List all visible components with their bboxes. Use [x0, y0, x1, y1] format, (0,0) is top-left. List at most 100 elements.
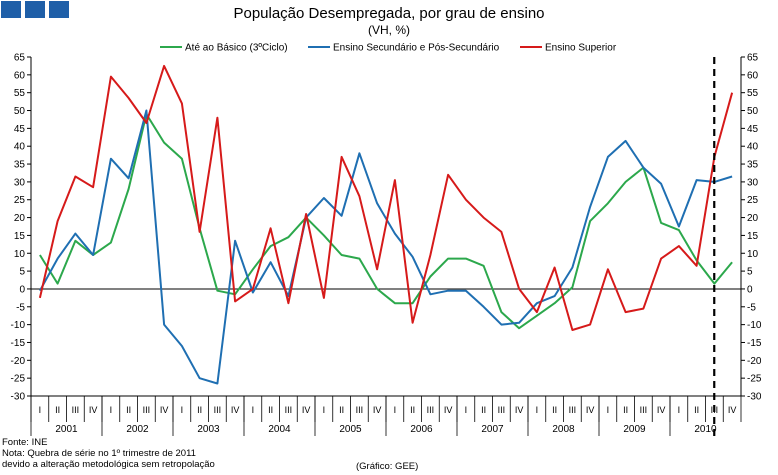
y-tick-label-left: 35 — [14, 160, 26, 171]
y-tick-label-right: 25 — [747, 195, 759, 206]
y-tick-label-right: 60 — [747, 70, 759, 81]
y-tick-label-right: 40 — [747, 142, 759, 153]
brand-block-3 — [49, 1, 69, 18]
y-tick-label-left: 50 — [14, 106, 26, 117]
break-note-line1: Nota: Quebra de série no 1º trimestre de… — [2, 448, 196, 459]
x-quarter-label: III — [143, 405, 151, 415]
x-quarter-label: II — [552, 405, 557, 415]
y-tick-label-right: 0 — [747, 284, 753, 295]
y-tick-label-left: 55 — [14, 88, 26, 99]
x-quarter-label: IV — [728, 405, 737, 415]
y-tick-label-right: -20 — [747, 356, 762, 367]
x-quarter-label: II — [126, 405, 131, 415]
x-quarter-label: III — [640, 405, 648, 415]
y-tick-label-right: 45 — [747, 124, 759, 135]
x-quarter-label: III — [498, 405, 506, 415]
x-quarter-label: II — [55, 405, 60, 415]
chart-title: População Desempregada, por grau de ensi… — [233, 5, 545, 22]
x-year-label: 2006 — [410, 424, 433, 435]
break-note-line2: devido a alteração metodológica sem retr… — [2, 459, 215, 470]
x-quarter-label: I — [394, 405, 397, 415]
x-quarter-label: II — [339, 405, 344, 415]
x-year-label: 2009 — [623, 424, 646, 435]
x-quarter-label: I — [536, 405, 539, 415]
x-quarter-label: III — [72, 405, 80, 415]
x-quarter-label: II — [623, 405, 628, 415]
x-quarter-label: III — [285, 405, 293, 415]
y-tick-label-right: 10 — [747, 249, 759, 260]
y-tick-label-right: -15 — [747, 338, 762, 349]
x-quarter-label: I — [181, 405, 184, 415]
x-year-label: 2001 — [55, 424, 78, 435]
x-quarter-label: III — [214, 405, 222, 415]
series-line-1 — [39, 113, 733, 330]
y-tick-label-right: 20 — [747, 213, 759, 224]
series-group — [38, 64, 734, 385]
y-tick-label-right: 5 — [747, 267, 753, 278]
x-quarter-label: II — [410, 405, 415, 415]
x-year-label: 2004 — [268, 424, 291, 435]
y-tick-label-left: -20 — [11, 356, 26, 367]
y-tick-label-right: 65 — [747, 53, 759, 64]
y-tick-label-left: -15 — [11, 338, 26, 349]
y-tick-label-left: -10 — [11, 320, 26, 331]
x-year-label: 2003 — [197, 424, 220, 435]
x-quarter-label: III — [356, 405, 364, 415]
x-quarter-label: IV — [515, 405, 524, 415]
x-quarter-label: IV — [302, 405, 311, 415]
y-tick-label-left: -25 — [11, 374, 26, 385]
x-quarter-label: IV — [444, 405, 453, 415]
x-quarter-label: IV — [89, 405, 98, 415]
x-quarter-label: III — [427, 405, 435, 415]
x-quarter-label: I — [465, 405, 468, 415]
y-tick-label-right: -25 — [747, 374, 762, 385]
x-quarter-label: II — [694, 405, 699, 415]
chart-subtitle: (VH, %) — [368, 23, 410, 37]
x-quarter-label: I — [110, 405, 113, 415]
x-year-label: 2010 — [694, 424, 717, 435]
y-tick-label-left: 30 — [14, 177, 26, 188]
chart-credit: (Gráfico: GEE) — [356, 461, 419, 472]
y-tick-label-right: 35 — [747, 160, 759, 171]
x-year-label: 2005 — [339, 424, 362, 435]
y-tick-label-left: 25 — [14, 195, 26, 206]
legend: Até ao Básico (3ºCiclo) Ensino Secundário… — [160, 43, 617, 54]
series-line-3 — [38, 64, 734, 331]
x-quarter-label: IV — [160, 405, 169, 415]
x-quarter-label: III — [569, 405, 577, 415]
x-quarter-label: I — [678, 405, 681, 415]
x-year-label: 2007 — [481, 424, 504, 435]
y-tick-label-right: 30 — [747, 177, 759, 188]
x-quarter-label: IV — [373, 405, 382, 415]
y-tick-label-right: 50 — [747, 106, 759, 117]
y-tick-label-right: 15 — [747, 231, 759, 242]
y-axis-left: -30 -25 -20 -15 -10 -5 0 5 10 15 20 25 30 35 40 45 50 55 6… — [11, 53, 32, 403]
x-quarter-label: I — [607, 405, 610, 415]
brand-block-2 — [25, 1, 45, 18]
y-tick-label-right: 55 — [747, 88, 759, 99]
y-tick-label-right: -5 — [747, 302, 756, 313]
x-quarter-label: I — [323, 405, 326, 415]
brand-block-1 — [1, 1, 21, 18]
y-tick-label-left: 10 — [14, 249, 26, 260]
y-tick-label-left: 5 — [19, 267, 25, 278]
x-quarter-label: IV — [586, 405, 595, 415]
y-tick-label-left: 15 — [14, 231, 26, 242]
y-tick-label-left: 60 — [14, 70, 26, 81]
series-line-2 — [39, 109, 733, 385]
x-quarter-label: II — [268, 405, 273, 415]
source-note: Fonte: INE — [2, 437, 48, 448]
x-quarter-label: II — [197, 405, 202, 415]
y-axis-right: -30 -25 -20 -15 -10 -5 0 5 10 15 20 25 30 35 40 45 50 55 6… — [740, 53, 762, 403]
x-year-label: 2008 — [552, 424, 575, 435]
x-axis: I II III IV I II III IV I II III IV I II III IV I II III IV… — [30, 288, 742, 436]
x-quarter-label: I — [252, 405, 255, 415]
y-tick-label-left: 45 — [14, 124, 26, 135]
y-tick-label-right: -10 — [747, 320, 762, 331]
y-tick-label-left: 0 — [19, 284, 25, 295]
x-quarter-label: IV — [231, 405, 240, 415]
legend-label-1: Até ao Básico (3ºCiclo) — [185, 43, 288, 54]
y-tick-label-right: -30 — [747, 392, 762, 403]
legend-label-2: Ensino Secundário e Pós-Secundário — [333, 43, 500, 54]
